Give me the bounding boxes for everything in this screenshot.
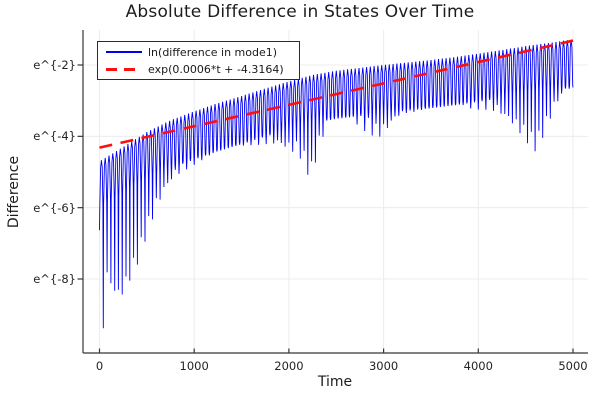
y-tick-label: e^{-8} <box>33 272 76 286</box>
y-axis-label: Difference <box>6 155 22 229</box>
y-tick-label: e^{-6} <box>33 200 76 215</box>
y-tick-label: e^{-4} <box>33 129 76 144</box>
legend-box: ln(difference in mode1) exp(0.0006*t + -… <box>97 41 300 80</box>
x-tick-label: 5000 <box>558 359 588 373</box>
legend-label-series2: exp(0.0006*t + -4.3164) <box>148 62 284 76</box>
red-dashed-swatch-icon <box>106 67 142 71</box>
x-axis-label: Time <box>317 374 353 390</box>
y-tick-label: e^{-2} <box>33 58 76 72</box>
x-tick-label: 4000 <box>463 359 493 373</box>
series-exp-fit-line <box>99 39 574 149</box>
legend-label-series1: ln(difference in mode1) <box>148 45 278 59</box>
x-tick-label: 1000 <box>179 359 209 373</box>
x-tick-label: 3000 <box>368 359 399 373</box>
x-tick-label: 0 <box>95 359 104 373</box>
blue-line-swatch-icon <box>106 51 142 53</box>
chart-title: Absolute Difference in States Over Time <box>125 2 475 22</box>
legend-entry-series2: exp(0.0006*t + -4.3164) <box>106 62 293 77</box>
x-tick-label: 2000 <box>274 359 304 373</box>
legend-entry-series1: ln(difference in mode1) <box>106 45 293 60</box>
series-ln-difference-line <box>99 39 574 329</box>
